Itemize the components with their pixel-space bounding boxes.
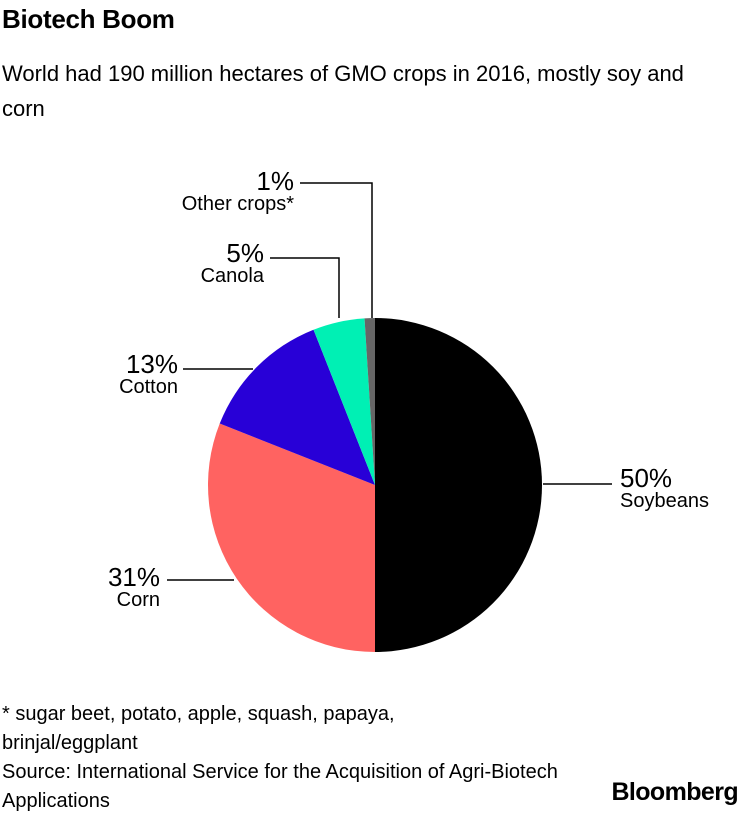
pie-slice-soybeans bbox=[375, 318, 542, 652]
pie-slice-other-crops bbox=[364, 318, 375, 485]
value-label-cotton: 13% bbox=[126, 349, 178, 379]
chart-subtitle: World had 190 million hectares of GMO cr… bbox=[2, 61, 684, 121]
footnote: * sugar beet, potato, apple, squash, pap… bbox=[2, 703, 395, 754]
value-label-other-crops: 1% bbox=[256, 166, 294, 196]
category-label-corn: Corn bbox=[117, 589, 160, 611]
value-label-corn: 31% bbox=[108, 562, 160, 592]
leader-line-other bbox=[300, 182, 373, 318]
value-label-soybeans: 50% bbox=[620, 463, 672, 493]
category-label-cotton: Cotton bbox=[119, 376, 178, 398]
leader-line-canola bbox=[270, 257, 340, 318]
chart-title: Biotech Boom bbox=[2, 4, 175, 34]
pie-slices bbox=[208, 318, 542, 652]
category-label-other-crops: Other crops* bbox=[182, 193, 294, 215]
pie-chart: 50% Soybeans 31% Corn 13% Cotton 5% Cano… bbox=[108, 166, 709, 652]
pie-slice-cotton bbox=[219, 329, 375, 485]
category-label-canola: Canola bbox=[201, 265, 265, 287]
value-label-canola: 5% bbox=[226, 238, 264, 268]
source-note: Source: International Service for the Ac… bbox=[2, 761, 558, 812]
pie-slice-canola bbox=[313, 318, 375, 485]
category-label-soybeans: Soybeans bbox=[620, 490, 709, 512]
bloomberg-logo: Bloomberg bbox=[611, 778, 738, 806]
pie-slice-corn bbox=[208, 423, 375, 652]
